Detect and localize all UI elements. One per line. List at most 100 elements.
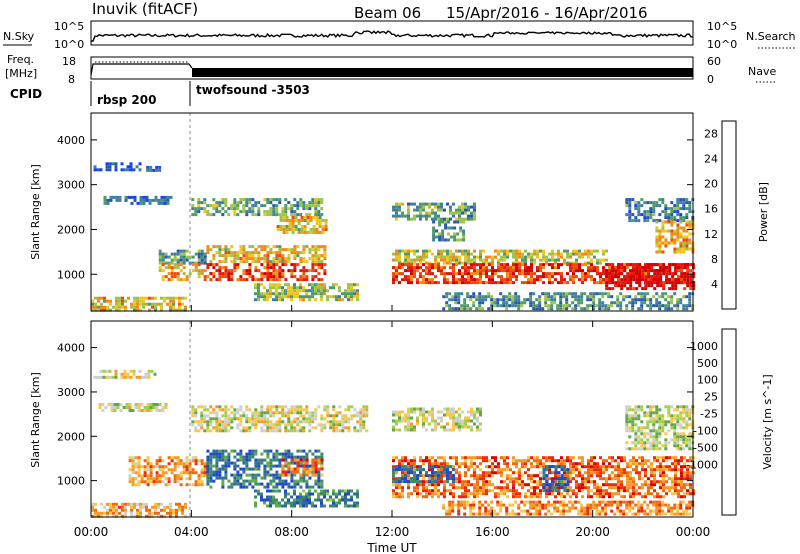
nave-tick-low: 0 [707,73,714,86]
nave-band [192,68,693,77]
velocity-y-axis: 1000 2000 3000 4000 [57,342,693,488]
echo-region-5 [158,249,207,265]
x-tick-label: 00:00 [74,525,109,539]
velocity-colorbar-label: Velocity [m s^-1] [761,374,774,469]
colorbar-tick-label: 28 [704,128,718,141]
colorbar-tick-label: -25 [700,408,718,421]
x-tick-label: 04:00 [174,525,209,539]
echo-region-10 [392,465,455,484]
x-tick-label: 16:00 [475,525,510,539]
y-tick-label: 4000 [57,342,85,355]
x-tick-label: 12:00 [375,525,410,539]
x-tick-label: 20:00 [575,525,610,539]
colorbar-frame [721,328,737,516]
nsky-label: N.Sky [3,30,35,43]
beam-label: Beam 06 [354,4,421,22]
echo-region-11 [392,202,476,221]
velocity-heatmap [91,369,695,518]
echo-region-10 [91,296,187,312]
power-y-axis: 1000 2000 3000 4000 [57,134,693,281]
power-panel: 1000 2000 3000 4000 Slant Range [km] 4 8 12 16… [29,112,770,312]
echo-region-4 [276,216,328,234]
echo-region-17 [655,220,695,254]
colorbar-tick-label: 16 [704,203,718,216]
power-y-label: Slant Range [km] [29,164,42,260]
colorbar-tick-label: 4 [711,278,718,291]
colorbar-tick-label: -1000 [686,458,718,471]
echo-region-13 [442,500,695,516]
colorbar-frame [721,120,737,310]
nave-tick-high: 60 [707,55,721,68]
echo-region-1 [98,403,168,412]
echo-region-3 [191,198,324,217]
echo-region-6 [158,263,207,282]
noise-panel: N.Sky 10^5 10^0 10^5 10^0 N.Search [3,20,796,51]
echo-region-2 [103,195,173,205]
station-title: Inuvik (fitACF) [92,0,198,18]
freq-unit-label: [MHz] [5,67,37,80]
colorbar-tick-label: 500 [697,357,718,370]
colorbar-tick-label: 25 [704,391,718,404]
y-tick-label: 3000 [57,179,85,192]
echo-region-12 [625,405,695,451]
echo-region-15 [605,263,696,291]
velocity-panel: 1000 2000 3000 4000 Slant Range [km] 1000 50… [29,320,774,518]
echo-region-13 [392,249,608,265]
x-tick-label: 08:00 [274,525,309,539]
echo-region-18 [442,292,695,311]
power-heatmap [91,162,696,312]
freq-label: Freq. [7,53,34,66]
freq-tick-low: 8 [68,73,75,86]
cpid-label: CPID [10,87,42,101]
echo-region-0 [93,369,157,379]
colorbar-tick-label: 20 [704,178,718,191]
y-tick-label: 3000 [57,386,85,399]
echo-region-8 [206,263,327,282]
y-tick-label: 1000 [57,475,85,488]
nsearch-tick-low: 10^0 [707,38,737,51]
echo-region-3 [128,456,207,487]
colorbar-tick-label: 1000 [690,340,718,353]
cpid-segment-1: rbsp 200 [97,93,156,107]
colorbar-tick-label: 8 [711,253,718,266]
echo-region-9 [254,283,359,302]
colorbar-tick-label: -500 [693,441,718,454]
y-tick-label: 1000 [57,268,85,281]
echo-region-0 [93,162,142,172]
x-axis-label: Time UT [366,541,417,554]
cpid-panel: CPID rbsp 200 twofsound -3503 [10,81,310,107]
x-tick-label: 00:00 [676,525,711,539]
echo-region-16 [625,198,695,223]
noise-sky-line [91,30,693,42]
frequency-line [90,63,193,76]
echo-region-11 [542,465,570,493]
echo-region-7 [206,245,327,264]
velocity-frame [90,320,694,518]
freq-tick-high: 18 [62,55,76,68]
colorbar-tick-label: 100 [697,374,718,387]
colorbar-tick-label: 12 [704,228,718,241]
cpid-segment-2: twofsound -3503 [196,83,310,97]
echo-region-1 [146,165,162,172]
echo-region-7 [91,502,187,518]
nsearch-label: N.Search [746,30,796,43]
noise-frame [90,20,694,46]
nsky-tick-high: 10^5 [54,20,84,33]
power-colorbar: 4 8 12 16 20 24 28 [704,120,737,310]
echo-region-12 [432,220,466,242]
frequency-panel: Freq. [MHz] 18 8 60 0 Nave [5,53,776,86]
echo-region-5 [281,458,324,477]
nave-label: Nave [748,65,776,78]
power-colorbar-label: Power [dB] [757,182,770,242]
nsearch-tick-high: 10^5 [707,20,737,33]
velocity-colorbar: 1000 500 100 25 -25 -100 -500 -1000 [686,328,737,516]
y-tick-label: 4000 [57,134,85,147]
colorbar-tick-label: 24 [704,153,718,166]
date-range: 15/Apr/2016 - 16/Apr/2016 [446,4,648,22]
echo-region-2 [191,405,369,433]
time-x-axis: 00:00 04:00 08:00 12:00 16:00 20:00 00:00 [74,305,711,539]
velocity-y-label: Slant Range [km] [29,372,42,468]
colorbar-tick-label: -100 [693,425,718,438]
nsky-tick-low: 10^0 [54,38,84,51]
